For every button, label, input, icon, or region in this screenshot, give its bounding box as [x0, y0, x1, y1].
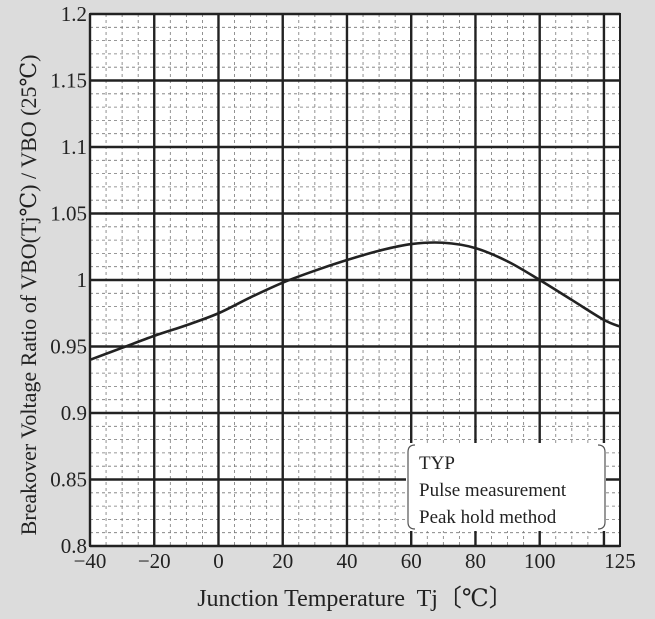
legend-line-pulse: Pulse measurement: [419, 480, 567, 501]
x-axis-title: Junction Temperature Tj〔℃〕: [197, 586, 513, 612]
y-tick-label: 0.85: [50, 468, 87, 492]
x-tick-label: 125: [604, 549, 636, 573]
legend-line-peak: Peak hold method: [419, 507, 557, 528]
x-tick-label: 80: [465, 549, 486, 573]
plot-frame: [89, 13, 621, 547]
legend-box: TYP Pulse measurement Peak hold method: [406, 443, 606, 531]
x-tick-label: 20: [272, 549, 293, 573]
x-tick-label: 100: [524, 549, 556, 573]
x-tick-labels: −40 −20 0 20 40 60 80 100 125: [74, 549, 636, 573]
y-axis-title: Breakover Voltage Ratio of VBO(Tj℃) / VB…: [16, 55, 41, 536]
y-tick-label: 0.8: [61, 534, 87, 558]
legend-background: [406, 443, 606, 531]
series-line: [89, 241, 621, 362]
legend-left-bracket: [407, 444, 416, 530]
x-tick-label: 0: [213, 549, 224, 573]
x-tick-label: −20: [138, 549, 171, 573]
y-tick-label: 1.05: [50, 202, 87, 226]
series-layer: [89, 241, 621, 362]
y-tick-label: 1.15: [50, 69, 87, 93]
y-tick-label: 1.1: [61, 135, 87, 159]
x-tick-label: −40: [74, 549, 107, 573]
y-tick-label: 1.2: [61, 2, 87, 26]
y-tick-label: 1: [77, 268, 88, 292]
y-tick-label: 0.95: [50, 335, 87, 359]
legend-right-bracket: [597, 444, 606, 530]
x-tick-label: 40: [336, 549, 357, 573]
x-tick-label: 60: [401, 549, 422, 573]
y-tick-labels: 0.8 0.85 0.9 0.95 1 1.05 1.1 1.15 1.2: [50, 2, 87, 558]
legend-line-typ: TYP: [419, 453, 455, 474]
y-tick-label: 0.9: [61, 401, 87, 425]
